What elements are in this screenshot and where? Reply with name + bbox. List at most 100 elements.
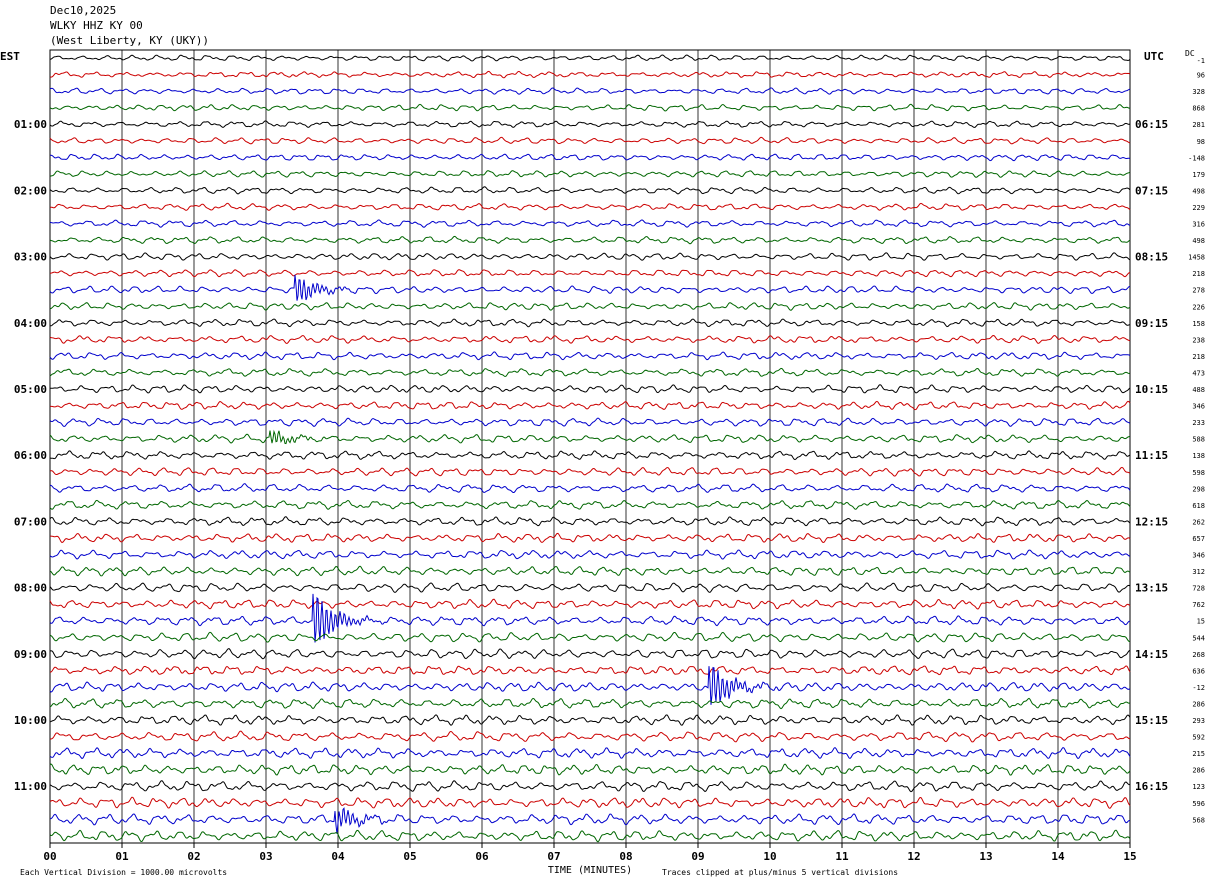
seismic-trace — [49, 417, 1131, 428]
dc-offset-label: 215 — [1192, 750, 1205, 758]
dc-offset-label: 1458 — [1188, 254, 1205, 262]
dc-offset-label: 346 — [1192, 552, 1205, 560]
right-hour-label: 13:15 — [1135, 582, 1168, 595]
dc-offset-label: 346 — [1192, 403, 1205, 411]
seismic-trace — [49, 648, 1131, 660]
x-tick-label: 12 — [907, 850, 920, 863]
right-hour-label: 07:15 — [1135, 184, 1168, 197]
left-hour-label: 11:00 — [14, 780, 47, 793]
seismic-trace — [49, 807, 1131, 834]
seismic-trace — [49, 697, 1131, 710]
dc-offset-label: 868 — [1192, 105, 1205, 113]
dc-offset-label: 762 — [1192, 601, 1205, 609]
dc-offset-label: 98 — [1197, 138, 1205, 146]
x-tick-label: 06 — [475, 850, 489, 863]
x-tick-label: 02 — [187, 850, 200, 863]
dc-offset-label: 218 — [1192, 353, 1205, 361]
dc-offset-label: 218 — [1192, 270, 1205, 278]
dc-offset-label: 96 — [1197, 72, 1205, 80]
seismic-trace — [49, 318, 1131, 328]
dc-offset-label: 229 — [1192, 204, 1205, 212]
dc-offset-label: 728 — [1192, 585, 1205, 593]
seismic-trace — [49, 136, 1131, 145]
dc-offset-label: 544 — [1192, 634, 1205, 642]
dc-offset-label: 316 — [1192, 221, 1205, 229]
seismic-trace — [49, 516, 1131, 527]
right-hour-label: 06:15 — [1135, 118, 1168, 131]
seismic-trace — [49, 666, 1131, 705]
dc-offset-label: 238 — [1192, 336, 1205, 344]
seismic-trace — [49, 565, 1131, 577]
dc-offset-label: 298 — [1192, 485, 1205, 493]
clip-note: Traces clipped at plus/minus 5 vertical … — [662, 868, 899, 877]
dc-offset-label: 138 — [1192, 452, 1205, 460]
dc-offset-label: 618 — [1192, 502, 1205, 510]
seismic-trace — [49, 334, 1131, 345]
seismic-trace — [49, 450, 1131, 461]
left-timezone-label: EST — [0, 50, 20, 63]
right-hour-label: 16:15 — [1135, 780, 1168, 793]
chart-date: Dec10,2025 — [50, 4, 117, 17]
seismic-trace — [49, 219, 1131, 228]
seismic-trace — [49, 87, 1131, 95]
dc-offset-label: 179 — [1192, 171, 1205, 179]
dc-offset-label: 233 — [1192, 419, 1205, 427]
dc-offset-label: 262 — [1192, 518, 1205, 526]
seismic-trace — [49, 780, 1131, 793]
seismic-trace — [49, 466, 1131, 477]
x-tick-label: 13 — [979, 850, 992, 863]
seismic-trace — [49, 367, 1131, 378]
dc-offset-label: 286 — [1192, 700, 1205, 708]
left-hour-label: 01:00 — [14, 118, 47, 131]
seismic-trace — [49, 631, 1131, 643]
seismic-trace — [49, 582, 1131, 593]
left-hour-label: 03:00 — [14, 251, 47, 264]
dc-offset-label: 328 — [1192, 88, 1205, 96]
seismic-trace — [49, 274, 1131, 301]
x-tick-label: 00 — [43, 850, 56, 863]
seismic-trace — [49, 186, 1131, 195]
dc-offset-label: 286 — [1192, 767, 1205, 775]
dc-offset-label: 588 — [1192, 436, 1205, 444]
x-tick-label: 10 — [763, 850, 776, 863]
seismic-trace — [49, 499, 1131, 510]
dc-label: DC — [1185, 49, 1195, 58]
left-hour-label: 09:00 — [14, 648, 47, 661]
seismic-trace — [49, 54, 1131, 62]
left-hour-label: 06:00 — [14, 449, 47, 462]
left-hour-label: 04:00 — [14, 317, 47, 330]
dc-offset-label: 226 — [1192, 303, 1205, 311]
seismic-trace — [49, 598, 1131, 610]
x-tick-label: 04 — [331, 850, 345, 863]
seismic-trace — [49, 829, 1131, 843]
seismic-trace — [49, 120, 1131, 128]
seismic-trace — [49, 269, 1131, 278]
dc-offset-label: 636 — [1192, 667, 1205, 675]
dc-offset-label: 498 — [1192, 237, 1205, 245]
scale-note: Each Vertical Division = 1000.00 microvo… — [20, 868, 228, 877]
right-hour-label: 08:15 — [1135, 251, 1168, 264]
x-tick-label: 14 — [1051, 850, 1065, 863]
right-hour-label: 12:15 — [1135, 515, 1168, 528]
dc-offset-label: 488 — [1192, 386, 1205, 394]
left-hour-label: 10:00 — [14, 714, 47, 727]
station-code: WLKY HHZ KY 00 — [50, 19, 143, 32]
dc-offset-label: 123 — [1192, 783, 1205, 791]
right-hour-label: 14:15 — [1135, 648, 1168, 661]
left-hour-label: 07:00 — [14, 515, 47, 528]
dc-offset-label: 596 — [1192, 800, 1205, 808]
seismic-trace — [49, 103, 1131, 112]
x-tick-label: 15 — [1123, 850, 1136, 863]
seismic-trace — [49, 351, 1131, 361]
dc-offset-label: 657 — [1192, 535, 1205, 543]
right-hour-label: 11:15 — [1135, 449, 1168, 462]
seismic-trace — [49, 593, 1131, 643]
seismic-trace — [50, 532, 1131, 544]
dc-offset-label: 592 — [1192, 734, 1205, 742]
plot-frame — [49, 49, 1131, 844]
seismic-trace — [49, 429, 1131, 445]
dc-offset-label: 158 — [1192, 320, 1205, 328]
x-tick-label: 11 — [835, 850, 849, 863]
x-tick-label: 08 — [619, 850, 632, 863]
